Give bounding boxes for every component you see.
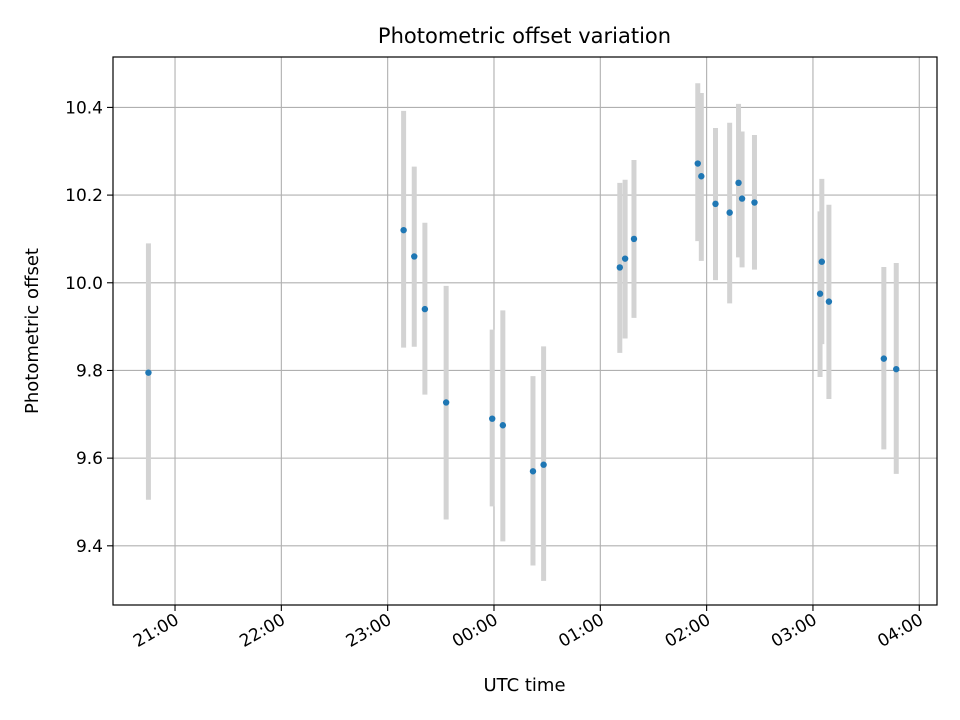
data-point — [489, 415, 496, 422]
x-tick-label: 02:00 — [662, 610, 714, 652]
y-tick-label: 9.6 — [76, 449, 103, 469]
data-point — [738, 195, 746, 202]
data-point — [630, 235, 638, 243]
y-tick-label: 10.0 — [65, 274, 103, 294]
y-tick-label: 9.4 — [76, 537, 103, 557]
grid-lines — [113, 57, 937, 605]
data-point — [540, 461, 547, 468]
y-axis-label: Photometric offset — [22, 248, 43, 414]
data-point — [411, 253, 418, 260]
data-points — [145, 160, 900, 475]
y-tick-label: 9.8 — [76, 361, 103, 381]
x-axis-ticks: 21:00 22:00 23:00 00:00 01:00 02:00 03:00 04:00 — [130, 605, 927, 652]
x-tick-label: 23:00 — [343, 610, 395, 652]
data-point — [698, 173, 705, 180]
data-point — [726, 209, 733, 216]
plot-frame — [112, 56, 938, 606]
data-point — [818, 258, 826, 265]
data-point — [499, 422, 507, 429]
x-tick-label: 22:00 — [236, 610, 288, 652]
x-tick-label: 03:00 — [768, 610, 820, 652]
data-point — [751, 199, 758, 206]
data-point — [400, 226, 407, 234]
x-tick-label: 21:00 — [130, 610, 182, 652]
x-tick-label: 01:00 — [555, 610, 607, 652]
y-tick-label: 10.2 — [65, 186, 103, 206]
data-point — [825, 298, 833, 305]
data-point — [893, 365, 900, 373]
error-bars — [145, 83, 899, 581]
x-tick-label: 00:00 — [449, 610, 501, 652]
chart-title: Photometric offset variation — [378, 24, 671, 48]
data-point — [735, 179, 742, 187]
data-point — [694, 160, 701, 167]
data-point — [421, 305, 429, 313]
data-point — [616, 264, 624, 271]
data-point — [816, 290, 824, 297]
data-point — [442, 399, 450, 406]
data-point — [145, 369, 152, 376]
x-tick-label: 04:00 — [874, 610, 926, 652]
y-tick-label: 10.4 — [65, 98, 103, 118]
y-axis-ticks: 9.4 9.6 9.8 10.0 10.2 10.4 — [65, 98, 113, 557]
data-point — [621, 255, 629, 262]
data-point — [712, 200, 719, 208]
x-axis-label: UTC time — [483, 675, 565, 696]
data-point — [529, 468, 537, 475]
data-point — [880, 355, 888, 362]
